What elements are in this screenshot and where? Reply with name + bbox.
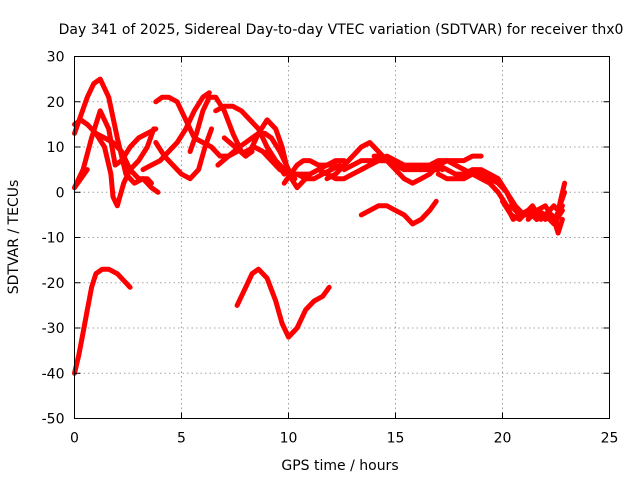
x-tick-label: 0 <box>70 431 79 447</box>
y-tick-label: 20 <box>47 95 65 111</box>
x-tick-label: 20 <box>494 431 512 447</box>
x-tick-label: 25 <box>601 431 619 447</box>
y-tick-label: 10 <box>47 140 65 156</box>
series-line-s5 <box>93 126 157 209</box>
series-line-s3 <box>72 108 159 191</box>
series-line-s29 <box>508 203 565 236</box>
x-axis-label: GPS time / hours <box>281 458 398 474</box>
y-tick-label: -20 <box>42 276 65 292</box>
series-line-s6 <box>72 266 133 376</box>
x-tick-label: 5 <box>177 431 186 447</box>
grid <box>74 56 610 419</box>
y-tick-label: -30 <box>42 321 65 337</box>
x-tick-label: 15 <box>387 431 405 447</box>
axes <box>74 56 610 419</box>
series-line-s23 <box>358 198 439 227</box>
series-line-s26 <box>435 171 527 218</box>
series-line-s7 <box>140 90 212 173</box>
y-tick-label: -10 <box>42 231 65 247</box>
y-tick-label: -50 <box>42 412 65 428</box>
series-line-s32 <box>525 203 565 222</box>
x-tick-label: 10 <box>280 431 298 447</box>
series-line-s13 <box>221 117 309 191</box>
y-tick-label: 0 <box>56 185 65 201</box>
series-line-s8 <box>153 126 214 182</box>
series-group <box>72 76 568 376</box>
y-tick-label: -40 <box>42 366 65 382</box>
chart-title: Day 341 of 2025, Sidereal Day-to-day VTE… <box>59 22 624 38</box>
y-tick-label: 30 <box>47 50 65 66</box>
series-line-s4 <box>72 167 90 191</box>
tick-labels: 0 5 10 15 20 25 -50 -40 -30 -20 -10 0 10 20 30 <box>42 50 619 447</box>
series-line-s17 <box>234 266 332 340</box>
series-line-s16 <box>281 158 347 186</box>
series-line-s24 <box>427 153 484 168</box>
y-axis-label: SDTVAR / TECUs <box>6 180 22 295</box>
